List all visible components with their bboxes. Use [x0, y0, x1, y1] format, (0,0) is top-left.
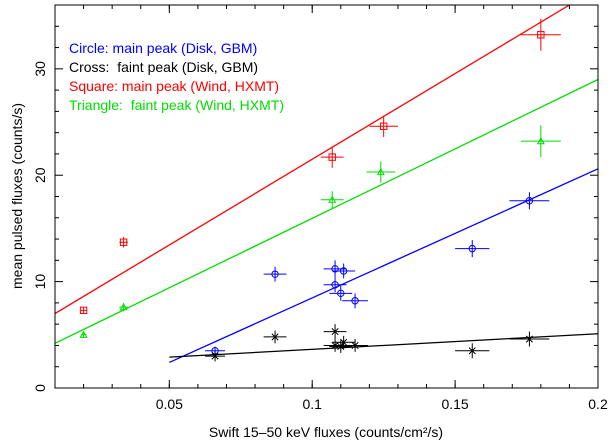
- circle-point: [332, 263, 356, 279]
- square-point: [520, 18, 561, 51]
- triangle-point: [320, 191, 344, 209]
- cross-point: [455, 343, 490, 359]
- circle-marker: [351, 297, 359, 305]
- triangle-marker: [536, 136, 545, 145]
- triangle-marker: [376, 167, 385, 176]
- cross-point: [332, 335, 356, 349]
- square-point: [119, 236, 128, 248]
- cross-marker-stroke: [331, 328, 339, 336]
- x-tick-label: 0.2: [588, 396, 608, 412]
- cross-point: [329, 340, 353, 353]
- series-cross: [169, 324, 598, 362]
- series-triangle: [55, 78, 598, 344]
- x-axis-label: Swift 15–50 keV fluxes (counts/cm²/s): [209, 424, 443, 440]
- circle-marker: [271, 270, 279, 278]
- square-fit-line: [55, 5, 570, 315]
- circle-marker: [331, 265, 339, 273]
- triangle-point: [366, 161, 396, 183]
- x-tick-label: 0.05: [156, 396, 183, 412]
- cross-marker-stroke: [331, 341, 339, 349]
- square-marker: [537, 31, 545, 39]
- cross-point: [342, 339, 368, 352]
- cross-marker-stroke: [211, 352, 219, 360]
- square-marker: [119, 238, 128, 246]
- cross-marker-stroke: [468, 347, 476, 355]
- cross-marker-stroke: [340, 338, 348, 346]
- x-tick-label: 0.1: [302, 396, 322, 412]
- triangle-point: [79, 330, 88, 338]
- legend: Circle: main peak (Disk, GBM) Cross: fain…: [69, 40, 284, 113]
- cross-fit-line: [169, 333, 598, 358]
- square-point: [320, 146, 344, 168]
- square-point: [79, 306, 88, 315]
- y-tick-label: 0: [32, 384, 48, 392]
- triangle-fit-line: [55, 78, 598, 344]
- cross-point: [205, 350, 226, 362]
- y-tick-label: 10: [32, 274, 48, 290]
- legend-entry: Circle: main peak (Disk, GBM): [69, 40, 257, 56]
- triangle-point: [119, 302, 128, 312]
- square-point: [369, 115, 398, 137]
- circle-point: [323, 277, 347, 293]
- cross-marker-stroke: [271, 333, 279, 341]
- y-tick-label: 30: [32, 61, 48, 77]
- cross-point: [263, 330, 287, 344]
- circle-point: [342, 293, 368, 309]
- cross-marker-stroke: [337, 342, 345, 351]
- circle-marker: [525, 197, 534, 205]
- legend-entry: Cross: faint peak (Disk, GBM): [69, 59, 258, 75]
- legend-entry: Square: main peak (Wind, HXMT): [69, 78, 279, 94]
- circle-marker: [468, 244, 476, 253]
- circle-point: [509, 192, 550, 210]
- circle-marker: [331, 281, 339, 289]
- y-axis-label: mean pulsed fluxes (counts/s): [9, 103, 25, 289]
- triangle-marker: [328, 195, 337, 203]
- square-marker: [328, 153, 336, 161]
- cross-marker-stroke: [351, 341, 359, 349]
- circle-point: [329, 285, 353, 301]
- x-axis: 0.05 0.1 0.15 0.2: [54, 5, 608, 412]
- circle-point: [455, 240, 490, 258]
- y-axis: 0 10 20 30: [32, 4, 598, 392]
- x-tick-label: 0.15: [441, 396, 468, 412]
- cross-point: [323, 324, 347, 340]
- triangle-marker: [119, 302, 128, 311]
- series-circle: [169, 168, 598, 364]
- triangle-point: [520, 125, 561, 158]
- square-marker: [379, 122, 388, 130]
- cross-marker-stroke: [525, 335, 533, 343]
- circle-marker: [337, 289, 345, 298]
- y-tick-label: 20: [32, 167, 48, 183]
- circle-marker: [339, 267, 348, 275]
- cross-point: [509, 331, 550, 347]
- circle-fit-line: [169, 168, 598, 364]
- legend-entry: Triangle: faint peak (Wind, HXMT): [69, 97, 284, 113]
- circle-point: [263, 266, 287, 282]
- triangle-marker: [79, 330, 88, 338]
- square-marker: [79, 306, 88, 315]
- circle-point: [323, 260, 347, 278]
- chart-marks: [55, 5, 598, 364]
- series-square: [55, 5, 570, 315]
